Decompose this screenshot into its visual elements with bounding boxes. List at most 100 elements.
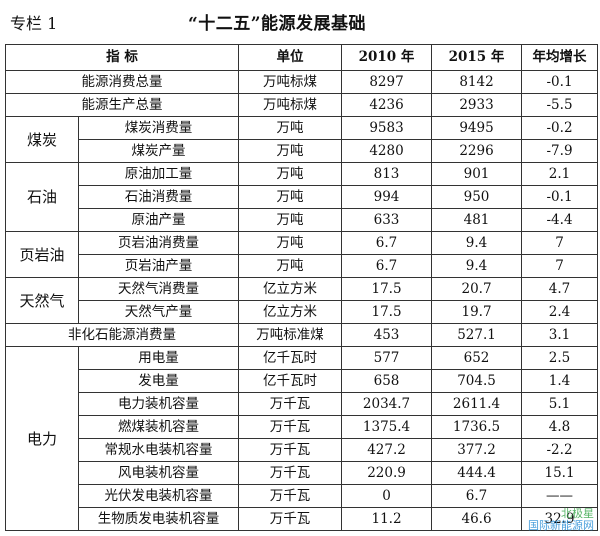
value-2015-cell: 950 xyxy=(431,185,523,209)
table-row: 生物质发电装机容量 万千瓦 11.2 46.6 32.9 xyxy=(6,507,599,531)
unit-cell: 亿千瓦时 xyxy=(238,346,343,370)
indicator-cell: 石油消费量 xyxy=(77,185,240,209)
indicator-cell: 原油加工量 xyxy=(77,162,240,186)
table-header-row: 指 标 单位 2010 年 2015 年 年均增长 xyxy=(4,44,599,71)
unit-cell: 万千瓦 xyxy=(238,484,343,508)
column-header-2015: 2015 年 xyxy=(431,44,523,71)
table-row: 天然气产量 亿立方米 17.5 19.7 2.4 xyxy=(6,300,599,324)
indicator-cell: 常规水电装机容量 xyxy=(77,438,240,462)
growth-cell: —— xyxy=(521,484,599,508)
value-2015-cell: 444.4 xyxy=(431,461,523,485)
table-row: 燃煤装机容量 万千瓦 1375.4 1736.5 4.8 xyxy=(6,415,599,439)
growth-cell: -0.2 xyxy=(521,116,599,140)
unit-cell: 万吨 xyxy=(238,162,343,186)
indicator-cell: 煤炭消费量 xyxy=(77,116,240,140)
value-2015-cell: 9495 xyxy=(431,116,523,140)
growth-cell: 15.1 xyxy=(521,461,599,485)
table-row: 风电装机容量 万千瓦 220.9 444.4 15.1 xyxy=(6,461,599,485)
value-2010-cell: 17.5 xyxy=(341,277,433,301)
value-2010-cell: 8297 xyxy=(341,70,433,94)
indicator-cell: 天然气产量 xyxy=(77,300,240,324)
indicator-cell: 能源消费总量 xyxy=(4,70,240,94)
value-2010-cell: 4280 xyxy=(341,139,433,163)
unit-cell: 万千瓦 xyxy=(238,438,343,462)
category-cell: 煤炭 xyxy=(5,116,79,163)
table-row: 电力 用电量 亿千瓦时 577 652 2.5 xyxy=(5,346,599,531)
table-row: 页岩油产量 万吨 6.7 9.4 7 xyxy=(6,254,599,278)
value-2010-cell: 577 xyxy=(341,346,433,370)
table-row: 光伏发电装机容量 万千瓦 0 6.7 —— xyxy=(6,484,599,508)
table-body: 能源消费总量 万吨标煤 8297 8142 -0.1 能源生产总量 万吨标煤 4236 2933… xyxy=(4,70,599,531)
column-header-2010: 2010 年 xyxy=(341,44,433,71)
growth-cell: 5.1 xyxy=(521,392,599,416)
category-cell: 电力 xyxy=(5,346,79,531)
table-row: 煤炭 煤炭消费量 万吨 9583 9495 -0.2 xyxy=(5,116,599,163)
value-2010-cell: 813 xyxy=(341,162,433,186)
value-2015-cell: 652 xyxy=(431,346,523,370)
table-row: 煤炭产量 万吨 4280 2296 -7.9 xyxy=(6,139,599,163)
unit-cell: 亿立方米 xyxy=(238,300,343,324)
value-2015-cell: 8142 xyxy=(431,70,523,94)
table-row: 能源消费总量 万吨标煤 8297 8142 -0.1 xyxy=(4,70,599,94)
growth-cell: -4.4 xyxy=(521,208,599,232)
value-2010-cell: 11.2 xyxy=(341,507,433,531)
table-row: 常规水电装机容量 万千瓦 427.2 377.2 -2.2 xyxy=(6,438,599,462)
indicator-cell: 生物质发电装机容量 xyxy=(77,507,240,531)
unit-cell: 万千瓦 xyxy=(238,507,343,531)
indicator-cell: 天然气消费量 xyxy=(77,277,240,301)
value-2015-cell: 2611.4 xyxy=(431,392,523,416)
value-2010-cell: 17.5 xyxy=(341,300,433,324)
value-2015-cell: 1736.5 xyxy=(431,415,523,439)
value-2010-cell: 6.7 xyxy=(341,231,433,255)
value-2010-cell: 2034.7 xyxy=(341,392,433,416)
value-2010-cell: 9583 xyxy=(341,116,433,140)
table-row: 非化石能源消费量 万吨标准煤 453 527.1 3.1 xyxy=(4,323,599,347)
value-2015-cell: 9.4 xyxy=(431,231,523,255)
table-row: 天然气 天然气消费量 亿立方米 17.5 20.7 4.7 xyxy=(5,277,599,324)
unit-cell: 万吨 xyxy=(238,116,343,140)
unit-cell: 万吨 xyxy=(238,231,343,255)
growth-cell: 2.1 xyxy=(521,162,599,186)
growth-cell: -5.5 xyxy=(521,93,599,117)
table-row: 原油产量 万吨 633 481 -4.4 xyxy=(6,208,599,232)
value-2010-cell: 1375.4 xyxy=(341,415,433,439)
table-row: 石油 原油加工量 万吨 813 901 2.1 xyxy=(5,162,599,232)
unit-cell: 万吨标煤 xyxy=(238,70,343,94)
value-2010-cell: 658 xyxy=(341,369,433,393)
unit-cell: 亿千瓦时 xyxy=(238,369,343,393)
growth-cell: -0.1 xyxy=(521,70,599,94)
value-2015-cell: 9.4 xyxy=(431,254,523,278)
growth-cell: 4.7 xyxy=(521,277,599,301)
unit-cell: 万吨 xyxy=(238,254,343,278)
category-cell: 页岩油 xyxy=(5,231,79,278)
indicator-cell: 电力装机容量 xyxy=(77,392,240,416)
value-2010-cell: 633 xyxy=(341,208,433,232)
unit-cell: 万吨 xyxy=(238,208,343,232)
category-cell: 天然气 xyxy=(5,277,79,324)
column-header-indicator: 指 标 xyxy=(4,44,240,71)
value-2015-cell: 377.2 xyxy=(431,438,523,462)
energy-table: 指 标 单位 2010 年 2015 年 年均增长 能源消费总量 万吨标煤 8297… xyxy=(4,44,599,531)
growth-cell: -2.2 xyxy=(521,438,599,462)
growth-cell: 3.1 xyxy=(521,323,599,347)
value-2010-cell: 220.9 xyxy=(341,461,433,485)
unit-cell: 万千瓦 xyxy=(238,392,343,416)
unit-cell: 万吨 xyxy=(238,185,343,209)
value-2015-cell: 704.5 xyxy=(431,369,523,393)
table-row: 电力装机容量 万千瓦 2034.7 2611.4 5.1 xyxy=(6,392,599,416)
value-2010-cell: 6.7 xyxy=(341,254,433,278)
table-header-bar: 专栏 1 “十二五”能源发展基础 xyxy=(0,0,600,44)
indicator-cell: 煤炭产量 xyxy=(77,139,240,163)
value-2015-cell: 6.7 xyxy=(431,484,523,508)
value-2015-cell: 20.7 xyxy=(431,277,523,301)
value-2015-cell: 527.1 xyxy=(431,323,523,347)
value-2015-cell: 481 xyxy=(431,208,523,232)
growth-cell: 2.4 xyxy=(521,300,599,324)
value-2015-cell: 46.6 xyxy=(431,507,523,531)
indicator-cell: 光伏发电装机容量 xyxy=(77,484,240,508)
table-row: 能源生产总量 万吨标煤 4236 2933 -5.5 xyxy=(4,93,599,117)
indicator-cell: 发电量 xyxy=(77,369,240,393)
category-cell: 石油 xyxy=(5,162,79,232)
indicator-cell: 用电量 xyxy=(77,346,240,370)
growth-cell: -7.9 xyxy=(521,139,599,163)
